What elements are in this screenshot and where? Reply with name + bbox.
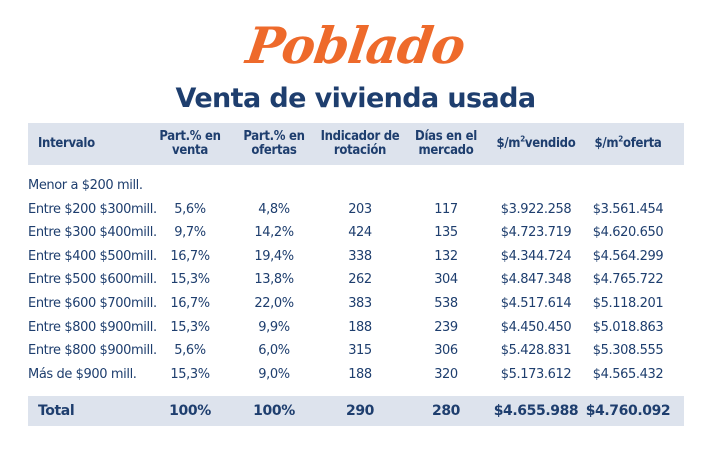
brand-logo: Poblado: [242, 16, 469, 75]
cell-intervalo: Entre $800 $900mill.: [28, 319, 157, 335]
cell-m2-vendido: $4.450.450: [500, 319, 572, 335]
cell-intervalo: Entre $200 $300mill.: [28, 201, 157, 217]
cell-m2-oferta: $4.620.650: [592, 225, 664, 241]
cell-m2-oferta: $4.765.722: [592, 272, 664, 288]
cell-part-venta: 15,3%: [170, 319, 210, 335]
cell-dias: 117: [434, 201, 458, 217]
cell-m2-vendido: $4.344.724: [500, 248, 572, 264]
cell-part-venta: 5,6%: [174, 343, 206, 359]
header-part-venta: Part.% en venta: [159, 129, 221, 158]
total-m2-vendido: $4.655.988: [493, 403, 579, 419]
cell-m2-oferta: $4.565.432: [592, 366, 664, 382]
page-title: Venta de vivienda usada: [175, 83, 537, 114]
cell-part-ofertas: 6,0%: [258, 343, 290, 359]
cell-indicador: 338: [348, 248, 372, 264]
cell-part-venta: 16,7%: [170, 248, 210, 264]
cell-part-ofertas: 9,9%: [258, 319, 290, 335]
cell-indicador: 188: [348, 319, 372, 335]
header-dias-mercado: Días en el mercado: [415, 129, 477, 158]
cell-intervalo: Entre $600 $700mill.: [28, 296, 157, 311]
cell-indicador: 383: [348, 296, 372, 311]
header-m2-oferta: $/m2oferta: [594, 134, 662, 151]
cell-part-ofertas: 9,0%: [258, 366, 290, 382]
cell-part-venta: 5,6%: [174, 201, 206, 217]
cell-part-ofertas: 22,0%: [254, 296, 294, 311]
cell-part-venta: 15,3%: [170, 366, 210, 382]
cell-dias: 135: [434, 225, 458, 241]
cell-m2-oferta: $5.308.555: [592, 343, 664, 359]
cell-indicador: [316, 175, 404, 197]
cell-m2-oferta: [584, 175, 672, 197]
header-indicador-rotacion: Indicador de rotación: [320, 129, 400, 158]
cell-m2-vendido: $4.847.348: [500, 272, 572, 288]
cell-dias: 538: [434, 296, 458, 311]
header-intervalo: Intervalo: [38, 136, 95, 151]
cell-intervalo: Entre $400 $500mill.: [28, 248, 157, 264]
cell-m2-oferta: $3.561.454: [592, 201, 664, 217]
cell-part-ofertas: 19,4%: [254, 248, 294, 264]
cell-part-venta: 9,7%: [174, 225, 206, 241]
total-dias: 280: [431, 403, 461, 419]
cell-intervalo: Entre $800 $900mill.: [28, 343, 157, 359]
cell-m2-vendido: $5.173.612: [500, 366, 572, 382]
table-total-band: [28, 396, 684, 426]
cell-m2-vendido: [488, 175, 584, 197]
cell-m2-vendido: $3.922.258: [500, 201, 572, 217]
cell-m2-vendido: $4.723.719: [500, 225, 572, 241]
cell-m2-oferta: $4.564.299: [592, 248, 664, 264]
table-header-band: [28, 123, 684, 165]
cell-indicador: 262: [348, 272, 372, 288]
cell-m2-oferta: $5.018.863: [592, 319, 664, 335]
cell-part-ofertas: 13,8%: [254, 272, 294, 288]
cell-dias: 320: [434, 366, 458, 382]
total-m2-oferta: $4.760.092: [585, 403, 671, 419]
cell-intervalo: Más de $900 mill.: [28, 366, 137, 382]
cell-dias: 132: [434, 248, 458, 264]
cell-intervalo: Entre $500 $600mill.: [28, 272, 157, 288]
total-label: Total: [38, 403, 75, 419]
total-part-ofertas: 100%: [253, 403, 295, 419]
cell-m2-vendido: $4.517.614: [500, 296, 572, 311]
cell-indicador: 315: [348, 343, 372, 359]
cell-intervalo: Menor a $200 mill.: [28, 178, 143, 193]
cell-indicador: 424: [348, 225, 372, 241]
cell-indicador: 188: [348, 366, 372, 382]
cell-part-ofertas: [232, 175, 316, 197]
total-indicador: 290: [345, 403, 375, 419]
cell-part-venta: [148, 175, 232, 197]
header-part-ofertas: Part.% en ofertas: [243, 129, 305, 158]
total-part-venta: 100%: [169, 403, 211, 419]
cell-part-ofertas: 4,8%: [258, 201, 290, 217]
cell-dias: 306: [434, 343, 458, 359]
cell-part-ofertas: 14,2%: [254, 225, 294, 241]
header-m2-vendido: $/m2vendido: [496, 134, 576, 151]
cell-m2-oferta: $5.118.201: [592, 296, 664, 311]
cell-m2-vendido: $5.428.831: [500, 343, 572, 359]
cell-dias: 239: [434, 319, 458, 335]
cell-dias: [404, 175, 488, 197]
cell-part-venta: 16,7%: [170, 296, 210, 311]
cell-part-venta: 15,3%: [170, 272, 210, 288]
cell-indicador: 203: [348, 201, 372, 217]
cell-intervalo: Entre $300 $400mill.: [28, 225, 157, 241]
cell-dias: 304: [434, 272, 458, 288]
